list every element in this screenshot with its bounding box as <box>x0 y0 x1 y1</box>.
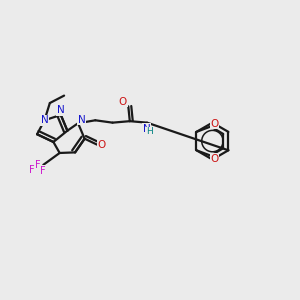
Text: O: O <box>210 118 218 128</box>
Text: O: O <box>210 154 218 164</box>
Text: N: N <box>142 124 150 134</box>
Text: F: F <box>40 166 46 176</box>
Text: H: H <box>147 127 153 136</box>
Text: O: O <box>98 140 106 150</box>
Text: O: O <box>119 97 127 107</box>
Text: N: N <box>40 115 48 125</box>
Text: N: N <box>78 115 86 125</box>
Text: N: N <box>57 105 65 115</box>
Text: F: F <box>29 165 35 175</box>
Text: F: F <box>34 160 40 170</box>
